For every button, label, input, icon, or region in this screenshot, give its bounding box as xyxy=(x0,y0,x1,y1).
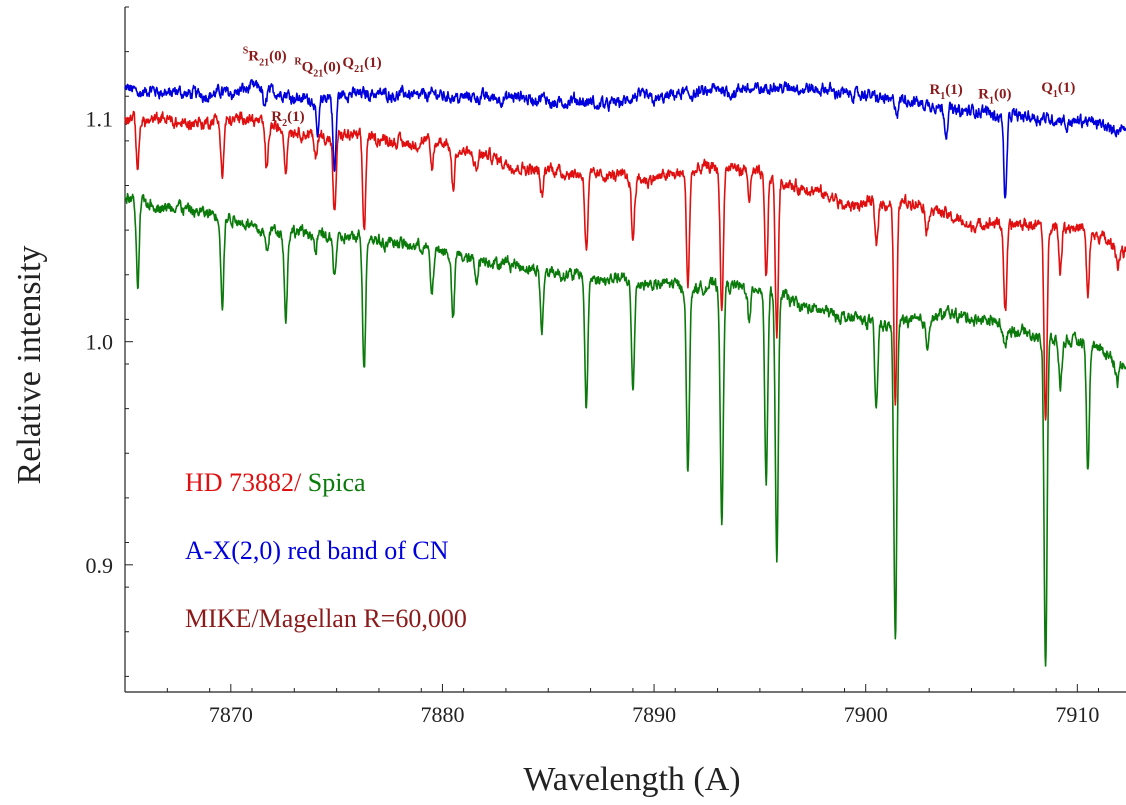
x-tick-label: 7890 xyxy=(632,702,676,727)
line-id-label: Q1(1) xyxy=(1041,80,1075,100)
series-layer xyxy=(124,79,1126,667)
legend-spica: Spica xyxy=(301,468,366,497)
y-tick-label: 1.0 xyxy=(86,330,114,355)
legend-instrument: MIKE/Magellan R=60,000 xyxy=(185,604,467,633)
legend-hd73882: HD 73882/ xyxy=(185,468,302,497)
spectrum-spica-green xyxy=(124,192,1126,667)
line-id-label: R1(1) xyxy=(929,82,962,102)
x-tick-label: 7880 xyxy=(420,702,464,727)
x-axis-title: Wavelength (A) xyxy=(523,761,740,798)
x-tick-label: 7900 xyxy=(844,702,888,727)
x-ticks: 7870 7880 7890 7900 7910 xyxy=(124,684,1099,727)
legend-line-1: HD 73882/ Spica xyxy=(185,468,366,497)
x-tick-label: 7870 xyxy=(209,702,253,727)
line-id-label: R1(0) xyxy=(978,86,1011,106)
x-tick-label: 7910 xyxy=(1055,702,1099,727)
y-tick-label: 0.9 xyxy=(86,553,114,578)
legend: HD 73882/ Spica A-X(2,0) red band of CN … xyxy=(185,468,467,633)
y-ticks: 0.9 1.0 1.1 xyxy=(86,6,133,677)
line-id-label: R2(1) xyxy=(271,109,304,129)
spectrum-cn-blue xyxy=(124,79,1126,199)
y-tick-label: 1.1 xyxy=(86,107,114,132)
line-labels: SR21(0) RQ21(0) Q21(1) R2(1) R1(1) R1(0) Q1(1) xyxy=(243,46,1076,129)
line-id-label: SR21(0) xyxy=(243,46,287,69)
y-axis-title: Relative intensity xyxy=(11,246,48,485)
spectrum-hd73882-red xyxy=(124,110,1126,421)
line-id-label: RQ21(0) xyxy=(294,57,340,80)
line-id-label: Q21(1) xyxy=(342,55,381,75)
legend-cn-band: A-X(2,0) red band of CN xyxy=(185,536,449,565)
